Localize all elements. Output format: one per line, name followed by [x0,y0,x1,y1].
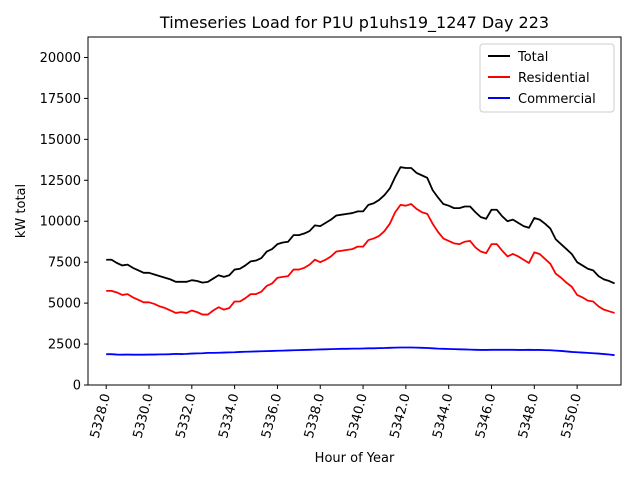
legend-label-commercial: Commercial [518,92,596,107]
legend: Total Residential Commercial [479,43,615,113]
plot-frame [87,36,622,386]
y-tick-label: 2500 [48,338,81,353]
y-tick-label: 20000 [40,51,81,66]
y-tick-label: 15000 [40,133,81,148]
y-tick-label: 5000 [48,297,81,312]
series-line-commercial [106,346,615,357]
y-tick-label: 12500 [40,174,81,189]
y-axis: 0 2500 5000 7500 10000 12500 15000 17500 20000 [40,51,88,394]
legend-box [479,43,615,113]
legend-label-residential: Residential [518,71,590,86]
x-axis-label: Hour of Year [315,451,395,466]
y-tick-label: 10000 [40,215,81,230]
y-axis-label: kW total [14,184,29,238]
plot-series-group [106,166,615,357]
y-tick-label: 17500 [40,92,81,107]
chart-title: Timeseries Load for P1U p1uhs19_1247 Day… [159,13,549,33]
y-tick-label: 7500 [48,256,81,271]
legend-label-total: Total [517,50,548,65]
series-line-residential [106,203,615,316]
y-tick-label: 0 [73,379,81,394]
series-line-total [106,166,615,285]
